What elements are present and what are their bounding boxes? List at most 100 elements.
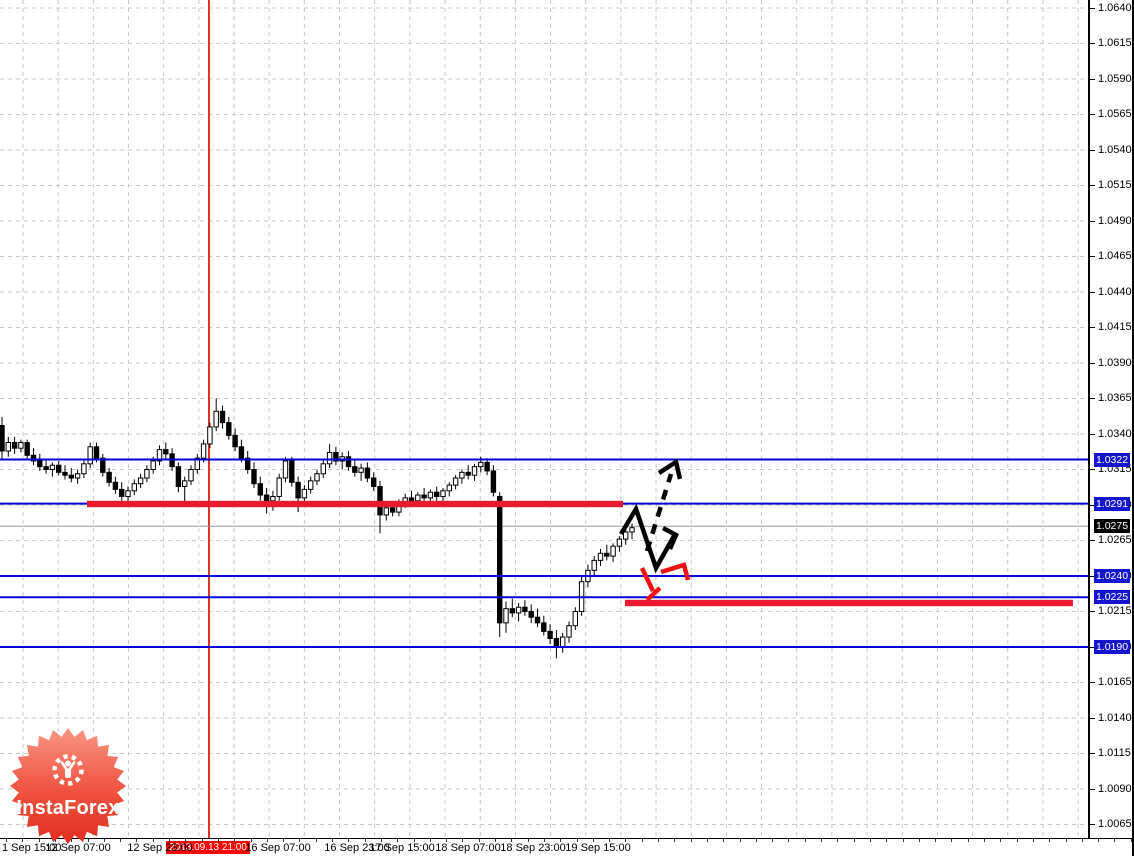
time-tick-label: 18 Sep 07:00 — [435, 842, 501, 854]
time-axis-tick — [967, 839, 969, 842]
time-axis-tick — [201, 839, 203, 842]
time-axis-tick — [511, 839, 513, 842]
price-axis-tick — [1090, 540, 1095, 541]
time-axis-tick — [1049, 839, 1051, 842]
time-axis-tick — [1081, 839, 1083, 842]
candle-bearish — [408, 497, 415, 502]
candle-bearish — [377, 486, 383, 516]
candle-bullish — [572, 611, 578, 627]
candle-bullish — [616, 538, 623, 547]
time-axis-tick — [234, 839, 236, 842]
time-tick-label: 16 Sep 23:00 — [324, 842, 390, 854]
price-level-badge: 1.0225 — [1094, 590, 1130, 605]
time-axis-tick — [364, 839, 366, 842]
candle-bearish — [484, 461, 490, 472]
candle-bearish — [421, 494, 427, 499]
time-axis-tick — [1032, 839, 1034, 842]
time-axis-tick — [87, 839, 89, 842]
chart-plot-area[interactable] — [0, 0, 1088, 838]
candle-bullish — [213, 410, 219, 428]
price-axis-tick — [1090, 291, 1095, 293]
time-axis-tick — [576, 839, 578, 842]
candle-bullish — [623, 531, 629, 540]
candle-bearish — [263, 494, 270, 502]
candle-bullish — [320, 463, 327, 475]
price-tick-label: 1.0415 — [1098, 321, 1132, 333]
time-tick-label: 16 Sep 07:00 — [245, 842, 311, 854]
time-axis-tick — [266, 839, 268, 842]
time-axis-tick — [918, 839, 920, 842]
price-tick-label: 1.0515 — [1098, 179, 1132, 191]
candle-bullish — [301, 488, 308, 499]
time-axis-tick — [120, 839, 122, 842]
candle-bearish — [289, 460, 295, 483]
price-axis-tick — [1090, 185, 1095, 186]
candlestick-chart[interactable] — [0, 0, 1088, 838]
time-axis-tick — [1016, 839, 1018, 842]
time-axis-tick — [902, 839, 904, 842]
price-axis-tick — [1090, 327, 1095, 328]
price-tick-label: 1.0640 — [1098, 1, 1132, 14]
time-axis-tick — [22, 839, 24, 842]
candle-bearish — [547, 630, 553, 639]
candle-bullish — [200, 443, 207, 459]
price-tick-label: 1.0115 — [1098, 747, 1131, 759]
time-axis-tick — [348, 839, 350, 842]
time-axis-tick — [886, 839, 888, 842]
time-axis-tick — [674, 839, 676, 842]
time-tick-label: 1 Sep 15:00 — [2, 842, 62, 854]
candle-bearish — [333, 451, 339, 462]
price-level-badge: 1.0240 — [1094, 569, 1130, 583]
red-trend-bars — [87, 500, 1073, 607]
candle-bearish — [93, 446, 100, 459]
price-tick-label: 1.0540 — [1098, 143, 1132, 156]
candle-bullish — [503, 608, 509, 624]
time-axis-tick — [169, 839, 170, 842]
time-tick-label: 12 Sep 07:00 — [45, 842, 111, 854]
candle-bullish — [156, 449, 163, 462]
price-axis[interactable]: 1.0640 1.0615 1.0590 1.0565 1.0540 1.0515 1.04… — [1088, 0, 1134, 838]
time-axis-tick — [739, 839, 741, 842]
candle-bullish — [383, 507, 390, 516]
price-axis-tick — [1090, 398, 1095, 399]
time-axis-tick — [38, 839, 40, 842]
price-tick-label: 1.0440 — [1098, 285, 1132, 298]
candle-bullish — [326, 451, 333, 465]
time-axis-tick — [951, 839, 953, 842]
candle-bullish — [629, 527, 635, 533]
price-axis-tick — [1090, 43, 1095, 44]
grid — [0, 0, 1088, 838]
time-axis-tick — [397, 839, 399, 842]
time-axis-tick — [315, 839, 317, 842]
time-axis-tick — [380, 839, 382, 842]
price-axis-tick — [1090, 114, 1095, 115]
time-axis-tick — [1000, 839, 1002, 842]
price-axis-tick — [1090, 717, 1095, 719]
time-axis-tick — [625, 839, 627, 842]
time-axis-tick — [560, 839, 562, 842]
price-tick-label: 1.0465 — [1098, 250, 1132, 262]
candle-bearish — [295, 481, 301, 499]
time-axis-tick — [853, 839, 855, 842]
time-axis-tick — [690, 839, 692, 842]
time-axis-tick — [1114, 839, 1116, 842]
time-axis-tick — [772, 839, 774, 842]
candle-bullish — [566, 625, 572, 638]
price-tick-label: 1.0615 — [1098, 37, 1132, 49]
time-axis-tick — [592, 839, 594, 842]
candle-bearish — [11, 442, 18, 449]
time-axis[interactable]: 2013.09.13 21:00 1 Sep 15:00 12 Sep 07:00… — [0, 838, 1134, 857]
time-axis-tick — [283, 839, 285, 842]
candle-bullish — [87, 446, 93, 465]
candle-bullish — [270, 495, 276, 502]
price-tick-label: 1.0065 — [1098, 818, 1132, 830]
candle-bullish — [194, 457, 201, 471]
candle-bearish — [112, 481, 119, 490]
candle-bullish — [74, 473, 81, 479]
candle-bearish — [163, 449, 169, 455]
candle-bullish — [427, 491, 434, 499]
time-axis-tick — [658, 839, 659, 842]
candle-bullish — [515, 606, 522, 614]
price-tick-label: 1.0590 — [1098, 72, 1132, 85]
candle-bearish — [238, 446, 245, 459]
